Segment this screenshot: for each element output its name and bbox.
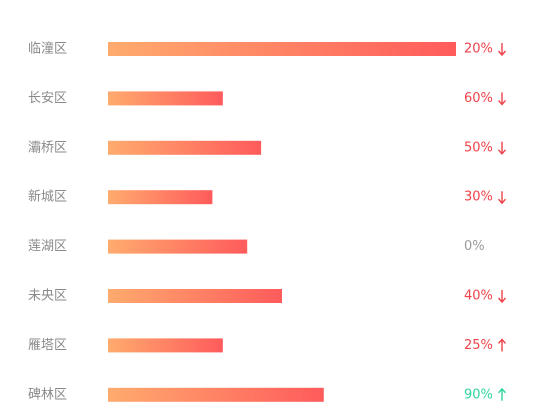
trend-arrow [497,338,507,352]
bar [108,140,262,155]
category-label: 灞桥区 [28,140,67,155]
category-label: 长安区 [28,91,67,106]
change-label: 90% [464,387,493,402]
change-label: 60% [464,91,493,106]
trend-arrow [497,191,507,205]
bar [108,387,324,402]
category-label: 碑林区 [28,386,67,402]
change-label: 50% [464,140,493,155]
category-label: 莲湖区 [28,239,67,254]
change-label: 25% [464,338,493,353]
trend-arrow [497,43,507,57]
category-label: 雁塔区 [28,338,67,353]
trend-arrow [497,290,507,304]
bar [108,289,282,303]
bar [108,338,223,353]
trend-arrow [497,387,507,401]
change-label: 30% [464,190,493,205]
bar [108,42,456,56]
change-label: 0% [464,239,485,254]
category-label: 未央区 [28,289,67,304]
change-label: 40% [464,289,493,304]
bar [108,190,213,205]
category-label: 临潼区 [28,41,67,57]
trend-arrow [497,141,507,155]
change-label: 20% [464,42,493,57]
bar [108,239,248,254]
bar [108,91,223,106]
category-label: 新城区 [28,189,67,205]
trend-arrow [497,92,507,106]
